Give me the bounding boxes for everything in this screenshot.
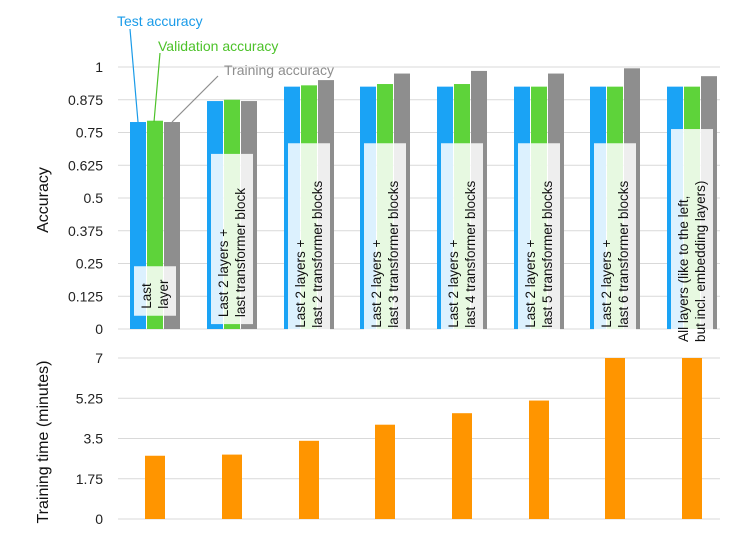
category-label-box-6 (518, 143, 560, 335)
category-label-line-6-1: Last 2 layers + (523, 239, 538, 327)
category-label-line-4-1: Last 2 layers + (369, 239, 384, 327)
category-label-1: Last layer (134, 266, 176, 316)
training-time-tick-5-25: 5.25 (76, 390, 103, 406)
bar-training-time-4 (375, 424, 395, 519)
training-time-tick-7: 7 (95, 350, 103, 366)
training-time-tick-1-75: 1.75 (76, 471, 103, 487)
category-label-line-6-2: last 5 transformer blocks (540, 180, 555, 327)
training-time-gridlines (118, 357, 720, 520)
category-label-line-3-2: last 2 transformer blocks (310, 180, 325, 327)
training-time-tick-3-5: 3.5 (84, 431, 104, 447)
legend-test-accuracy: Test accuracy (117, 13, 203, 29)
bar-training-time-6 (529, 400, 549, 519)
accuracy-axis-label: Accuracy (35, 167, 52, 233)
category-label-box-2 (211, 153, 253, 325)
category-label-line-7-1: Last 2 layers + (599, 239, 614, 327)
bar-training-time-7 (605, 358, 625, 519)
legend-pointer-training (171, 75, 219, 123)
category-label-6: Last 2 layers + last 5 transformer blocks (518, 143, 560, 335)
category-label-line-2-1: Last 2 layers + (216, 229, 231, 317)
category-label-line-5-2: last 4 transformer blocks (463, 180, 478, 327)
training-time-axis-label: Training time (minutes) (35, 360, 52, 523)
accuracy-tick-0: 0 (95, 321, 103, 337)
training-time-y-ticks: 0 1.75 3.5 5.25 7 (76, 350, 103, 527)
category-label-line-7-2: last 6 transformer blocks (616, 180, 631, 327)
category-label-box-4 (364, 143, 406, 335)
category-label-7: Last 2 layers + last 6 transformer blocks (594, 143, 636, 335)
accuracy-tick-0-125: 0.125 (68, 288, 103, 304)
legend-pointer-validation (153, 52, 161, 123)
accuracy-tick-0-375: 0.375 (68, 223, 103, 239)
bar-training-time-8 (682, 358, 702, 519)
accuracy-y-ticks: 0 0.125 0.25 0.375 0.5 0.625 0.75 0.875 1 (68, 59, 103, 337)
bar-training-time-3 (299, 440, 319, 519)
accuracy-tick-0-25: 0.25 (76, 256, 103, 272)
category-label-8: All layers (like to the left, but incl. e… (671, 129, 713, 349)
legend: Test accuracy Validation accuracy Traini… (117, 13, 334, 123)
category-label-box-5 (441, 143, 483, 335)
training-time-tick-0: 0 (95, 511, 103, 527)
category-label-line-4-2: last 3 transformer blocks (386, 180, 401, 327)
legend-validation-accuracy: Validation accuracy (158, 38, 278, 54)
accuracy-tick-0-5: 0.5 (84, 190, 104, 206)
accuracy-tick-0-625: 0.625 (68, 157, 103, 173)
category-labels: Last layer Last 2 layers + last transformer… (134, 129, 713, 349)
bar-training-time-1 (145, 455, 165, 519)
category-label-5: Last 2 layers + last 4 transformer blocks (441, 143, 483, 335)
category-label-box-7 (594, 143, 636, 335)
training-time-bars (145, 358, 702, 519)
accuracy-tick-0-75: 0.75 (76, 125, 103, 141)
category-label-line-8-2: but incl. embedding layers) (693, 181, 708, 342)
category-label-box-8 (671, 129, 713, 349)
category-label-line-1-1: Last (139, 283, 154, 309)
category-label-4: Last 2 layers + last 3 transformer blocks (364, 143, 406, 335)
category-label-2: Last 2 layers + last transformer block (211, 153, 253, 325)
accuracy-tick-1: 1 (95, 59, 103, 75)
bar-training-time-2 (222, 454, 242, 519)
category-label-3: Last 2 layers + last 2 transformer blocks (288, 143, 330, 335)
bar-training-time-5 (452, 413, 472, 519)
category-label-line-8-1: All layers (like to the left, (676, 196, 691, 342)
category-label-line-3-1: Last 2 layers + (293, 239, 308, 327)
category-label-line-5-1: Last 2 layers + (446, 239, 461, 327)
legend-pointer-test (129, 28, 139, 123)
accuracy-tick-0-875: 0.875 (68, 92, 103, 108)
category-label-box-1 (134, 266, 176, 316)
category-label-line-1-2: layer (156, 279, 171, 309)
category-label-line-2-2: last transformer block (233, 188, 248, 317)
category-label-box-3 (288, 143, 330, 335)
legend-training-accuracy: Training accuracy (224, 62, 334, 78)
